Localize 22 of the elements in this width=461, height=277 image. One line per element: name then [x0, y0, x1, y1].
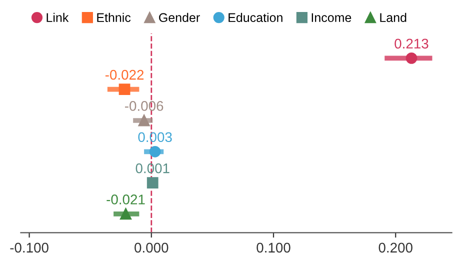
point [120, 208, 132, 220]
legend-label: Link [46, 12, 69, 22]
x-tick-label: 0.200 [378, 242, 412, 253]
x-tick-label: -0.100 [10, 242, 48, 253]
data-label: 0.001 [136, 163, 170, 174]
point [118, 84, 130, 96]
data-label: -0.022 [105, 70, 144, 80]
point [138, 114, 150, 126]
point [149, 146, 161, 158]
legend-label: Education [228, 12, 282, 22]
x-tick-label: 0.100 [256, 242, 290, 253]
x-tick-label: 0.000 [134, 242, 168, 253]
legend-label: Gender [159, 12, 200, 22]
legend-label: Income [312, 13, 352, 22]
data-label: -0.006 [125, 101, 164, 111]
legend-label: Ethnic [97, 12, 131, 22]
data-label: 0.003 [138, 132, 172, 142]
data-label: -0.021 [106, 194, 145, 204]
point [406, 52, 418, 64]
data-label: 0.213 [394, 38, 428, 49]
point [146, 177, 158, 189]
legend-label: Land [380, 12, 406, 22]
